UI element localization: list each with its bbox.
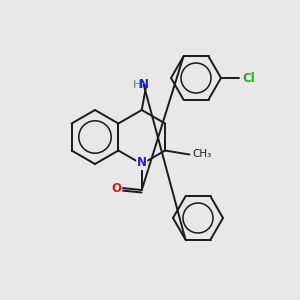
Text: O: O (112, 182, 122, 194)
Text: H: H (133, 80, 141, 90)
Text: Cl: Cl (242, 71, 255, 85)
Text: N: N (137, 157, 147, 169)
Text: CH₃: CH₃ (192, 148, 212, 158)
Text: N: N (139, 79, 149, 92)
